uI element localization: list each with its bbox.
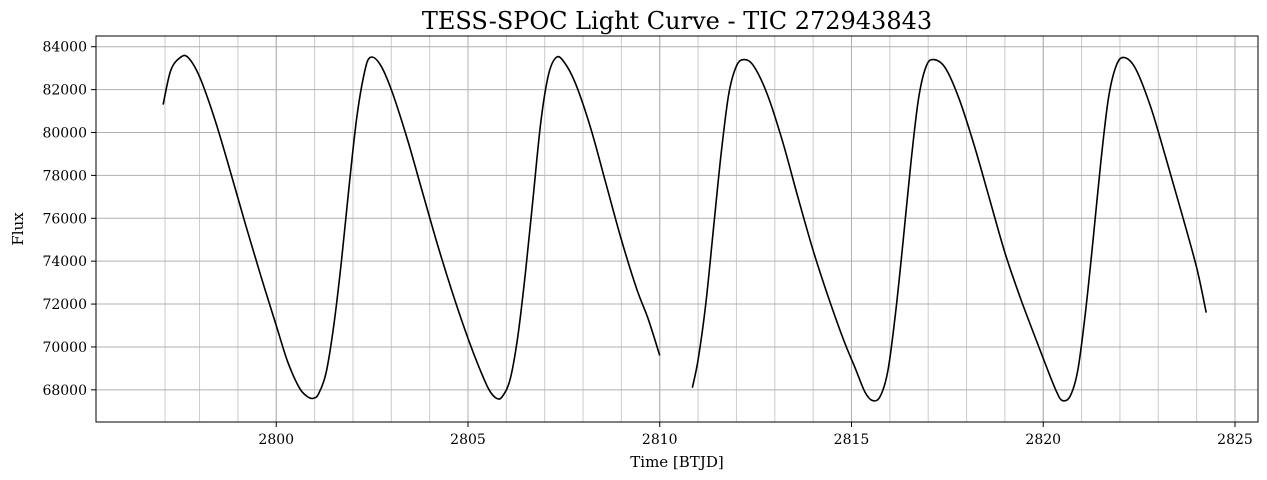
- x-axis-label: Time [BTJD]: [630, 453, 723, 471]
- y-tick-label: 84000: [42, 40, 87, 56]
- x-tick-label: 2820: [1025, 432, 1061, 448]
- chart-title: TESS-SPOC Light Curve - TIC 272943843: [422, 7, 932, 35]
- y-tick-label: 80000: [42, 126, 87, 142]
- y-tick-label: 74000: [42, 254, 87, 270]
- y-tick-label: 78000: [42, 168, 87, 184]
- flux-series-line: [691, 56, 1208, 402]
- flux-series-line: [162, 54, 661, 400]
- y-tick-label: 72000: [42, 297, 87, 313]
- tick-layer: 2800 2805 2810 2815 2820 2825 68000 70000 72000 7…: [42, 40, 1252, 448]
- x-tick-label: 2810: [642, 432, 678, 448]
- plot-frame: [95, 35, 1259, 423]
- grid-layer: [96, 36, 1258, 422]
- x-tick-label: 2815: [834, 432, 870, 448]
- x-tick-label: 2825: [1217, 432, 1253, 448]
- x-tick-label: 2805: [450, 432, 486, 448]
- series-layer: [162, 54, 1208, 402]
- y-tick-label: 76000: [42, 211, 87, 227]
- y-axis-label: Flux: [9, 212, 27, 246]
- y-tick-label: 82000: [42, 83, 87, 99]
- y-tick-label: 68000: [42, 383, 87, 399]
- y-tick-label: 70000: [42, 340, 87, 356]
- x-tick-label: 2800: [258, 432, 294, 448]
